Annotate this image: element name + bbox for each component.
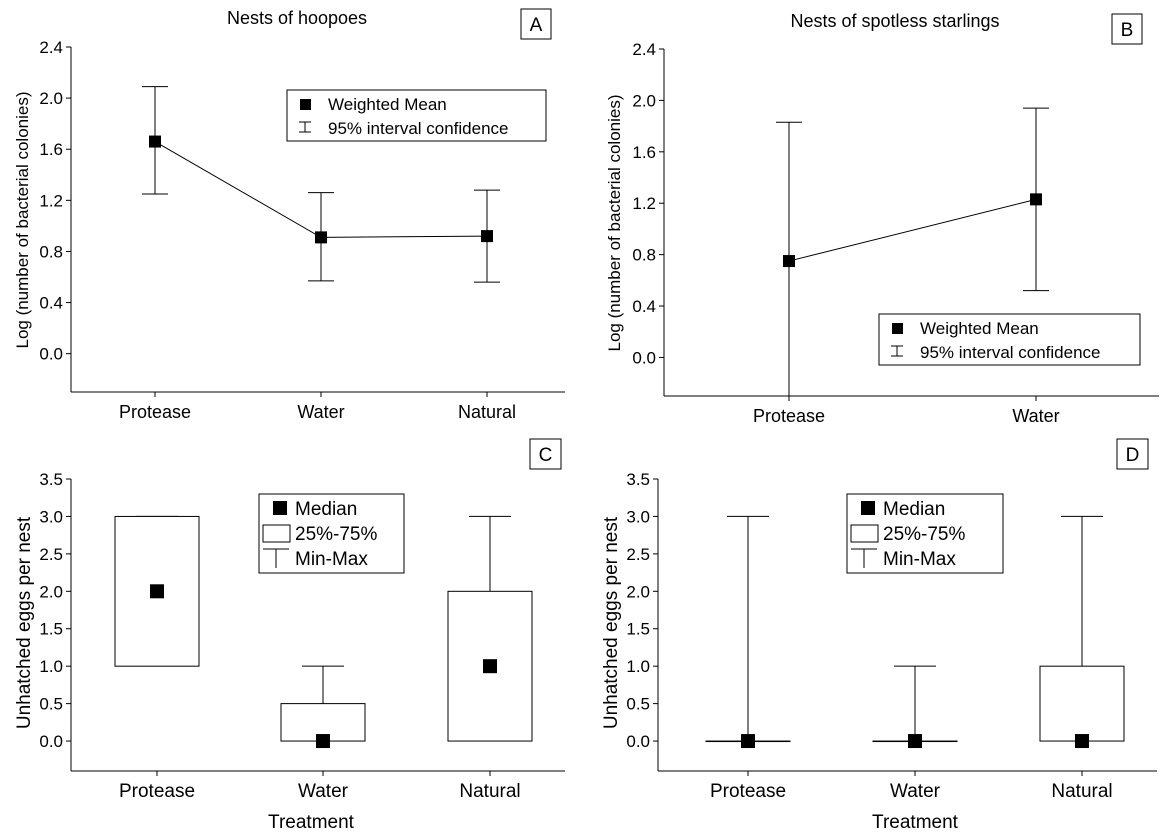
median-marker [1075,734,1089,749]
series-line [788,198,1037,262]
y-tick-label: 3.0 [626,507,650,526]
y-axis-label: Log (number of bacterial colonies) [605,94,624,351]
data-point [1030,193,1042,206]
box-iqr [1039,665,1125,742]
y-tick-label: 0.8 [632,246,656,265]
panel-label: D [1126,445,1140,466]
panel-label: B [1121,20,1134,41]
panel-label: C [539,445,553,466]
legend-label: 95% interval confidence [328,119,509,138]
data-point [783,255,795,268]
legend: Weighted Mean 95% interval confidence [286,89,547,142]
chart-panel-b: 2.4 2.0 1.6 1.2 0.8 0.4 0.0 Protease Water Log (n… [605,11,1159,426]
legend-label: Weighted Mean [920,319,1039,338]
y-tick-label: 2.5 [626,545,650,564]
median-marker [150,584,164,599]
chart-panel-c: 3.5 3.0 2.5 2.0 1.5 1.0 0.5 0.0 Protease Water Nat… [14,438,565,833]
x-tick-label: Protease [119,402,191,422]
chart-panel-d: 3.5 3.0 2.5 2.0 1.5 1.0 0.5 0.0 Protease Water Nat… [601,438,1157,833]
x-tick-label: Water [298,781,349,802]
y-tick-label: 0.0 [632,348,656,367]
y-tick-label: 0.5 [39,695,63,714]
y-axis-label: Log (number of bacterial colonies) [13,91,32,348]
legend-median-marker [273,501,287,515]
y-axis-label: Unhatched eggs per nest [14,516,35,729]
chart-title: Nests of spotless starlings [790,11,999,31]
x-tick-label: Protease [710,781,786,802]
panel-label-box [1116,438,1149,470]
legend-label: 95% interval confidence [920,343,1101,362]
legend-label: Min-Max [883,549,956,570]
median-marker [908,734,922,749]
y-tick-label: 2.5 [39,545,63,564]
data-point [149,135,161,148]
legend-label: Median [295,499,357,520]
y-tick-label: 2.4 [39,38,63,57]
y-tick-label: 0.0 [39,345,63,364]
legend-mean-marker [300,99,311,110]
y-tick-label: 1.2 [632,194,656,213]
y-tick-label: 3.5 [39,470,63,489]
y-tick-label: 1.5 [39,620,63,639]
y-tick-label: 0.5 [626,695,650,714]
legend-box [286,89,547,142]
y-tick-label: 3.5 [626,470,650,489]
legend: Median 25%-75% Min-Max [258,493,405,574]
panel-label-box [520,8,552,40]
y-tick-label: 2.0 [632,91,656,110]
median-marker [483,659,497,674]
y-tick-label: 0.4 [632,297,656,316]
x-axis-label: Treatment [872,812,959,833]
x-tick-label: Protease [119,781,195,802]
panel-label-box [1111,13,1143,45]
legend-box [878,313,1141,366]
legend: Median 25%-75% Min-Max [846,493,1004,574]
chart-panel-a: 2.4 2.0 1.6 1.2 0.8 0.4 0.0 Protease Water Natura… [13,8,565,422]
legend: Weighted Mean 95% interval confidence [878,313,1141,366]
legend-label: 25%-75% [295,524,377,545]
x-tick-label: Water [297,402,344,422]
legend-mean-marker [892,323,903,334]
y-tick-label: 1.5 [626,620,650,639]
x-tick-label: Water [1012,406,1059,426]
y-tick-label: 0.8 [39,242,63,261]
y-tick-label: 2.0 [39,89,63,108]
legend-label: 25%-75% [883,524,965,545]
y-tick-label: 0.4 [39,294,63,313]
legend-median-marker [861,501,875,515]
data-point [315,231,327,244]
y-tick-label: 1.6 [632,143,656,162]
y-tick-label: 1.2 [39,191,63,210]
y-tick-label: 2.0 [39,582,63,601]
legend-label: Weighted Mean [328,95,447,114]
y-tick-label: 2.0 [626,582,650,601]
x-axis-label: Treatment [268,812,355,833]
y-tick-label: 3.0 [39,507,63,526]
x-tick-label: Natural [459,781,520,802]
x-tick-label: Natural [458,402,516,422]
legend-label: Min-Max [295,549,368,570]
data-point [481,230,493,243]
x-tick-label: Protease [753,406,825,426]
y-tick-label: 1.6 [39,140,63,159]
x-tick-label: Natural [1051,781,1112,802]
median-marker [316,734,330,749]
y-tick-label: 2.4 [632,40,656,59]
legend-box-marker [262,524,291,543]
panel-label-box [529,438,562,470]
legend-label: Median [883,499,945,520]
y-tick-label: 0.0 [39,732,63,751]
y-tick-label: 1.0 [39,657,63,676]
y-tick-label: 1.0 [626,657,650,676]
x-tick-label: Water [890,781,941,802]
panel-label: A [530,15,543,36]
y-tick-label: 0.0 [626,732,650,751]
chart-title: Nests of hoopoes [227,8,367,28]
legend-box-marker [850,524,879,543]
median-marker [741,734,755,749]
y-axis-label: Unhatched eggs per nest [601,516,622,729]
